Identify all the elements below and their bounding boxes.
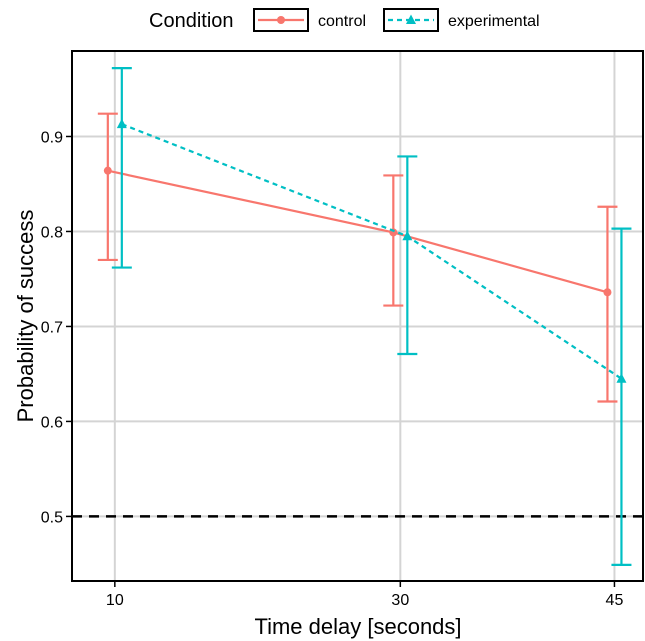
y-axis-label: Probability of success: [13, 210, 38, 423]
series-line: [121, 123, 623, 380]
y-tick-label: 0.9: [41, 129, 63, 146]
x-tick-label: 30: [391, 592, 409, 609]
x-tick-label: 45: [606, 592, 624, 609]
data-point: [603, 288, 612, 297]
axes: 0.5 0.6 0.7 0.8 0.9 10 30 45: [41, 129, 624, 609]
grid: [72, 51, 643, 581]
legend-entry-label: control: [318, 13, 366, 30]
panel-border: [71, 50, 644, 582]
data-point: [402, 230, 413, 241]
y-tick-label: 0.6: [41, 414, 63, 431]
legend-key-marker: [277, 16, 285, 24]
series-control: [97, 112, 618, 403]
series-experimental: [111, 66, 632, 566]
legend-entry-experimental: experimental: [383, 8, 540, 32]
legend-entry-label: experimental: [448, 13, 540, 30]
x-axis-label: Time delay [seconds]: [254, 614, 461, 639]
legend-title: Condition: [149, 10, 234, 32]
data-point: [116, 118, 127, 129]
legend-entry-control: control: [253, 8, 366, 32]
y-tick-label: 0.5: [41, 509, 63, 526]
y-tick-label: 0.8: [41, 224, 63, 241]
data-point: [103, 166, 112, 175]
legend: Condition control experimental: [149, 8, 540, 32]
y-tick-label: 0.7: [41, 319, 63, 336]
data-point: [616, 373, 627, 383]
x-tick-label: 10: [106, 592, 124, 609]
legend-key-marker: [406, 14, 416, 24]
series-layer: [97, 66, 632, 566]
